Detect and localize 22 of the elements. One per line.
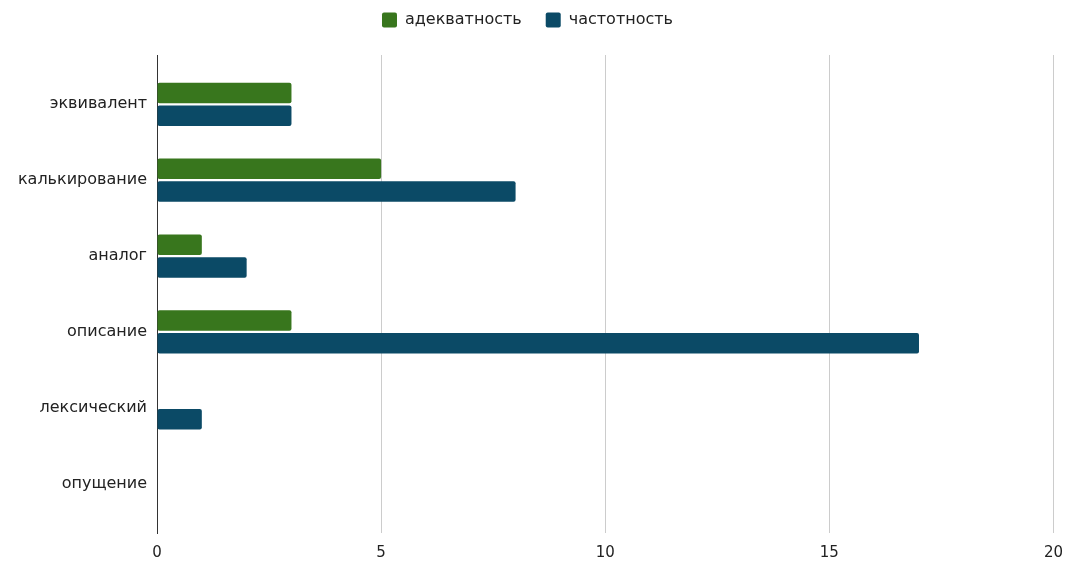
x-tick-label: 10 [595, 542, 615, 561]
bar [157, 408, 202, 430]
bar [157, 310, 292, 331]
x-tick-label: 20 [1043, 542, 1063, 561]
bar [157, 82, 292, 104]
y-tick-label: аналог [88, 245, 147, 265]
bar [157, 181, 516, 202]
bar [157, 257, 247, 278]
y-tick-label: эквивалент [49, 93, 147, 113]
x-tick-label: 5 [376, 542, 386, 561]
y-tick-label: лексический [39, 396, 147, 416]
y-tick-label: описание [67, 321, 147, 341]
legend-label: частотность [568, 9, 673, 29]
bar [157, 333, 919, 354]
bar [157, 105, 292, 126]
bar [157, 158, 382, 180]
bar [157, 234, 202, 255]
x-tick-label: 15 [819, 542, 839, 561]
legend-label: адекватность [405, 9, 522, 29]
y-tick-label: опущение [61, 472, 147, 492]
x-tick-label: 0 [152, 542, 162, 561]
y-tick-label: калькирование [17, 169, 147, 189]
